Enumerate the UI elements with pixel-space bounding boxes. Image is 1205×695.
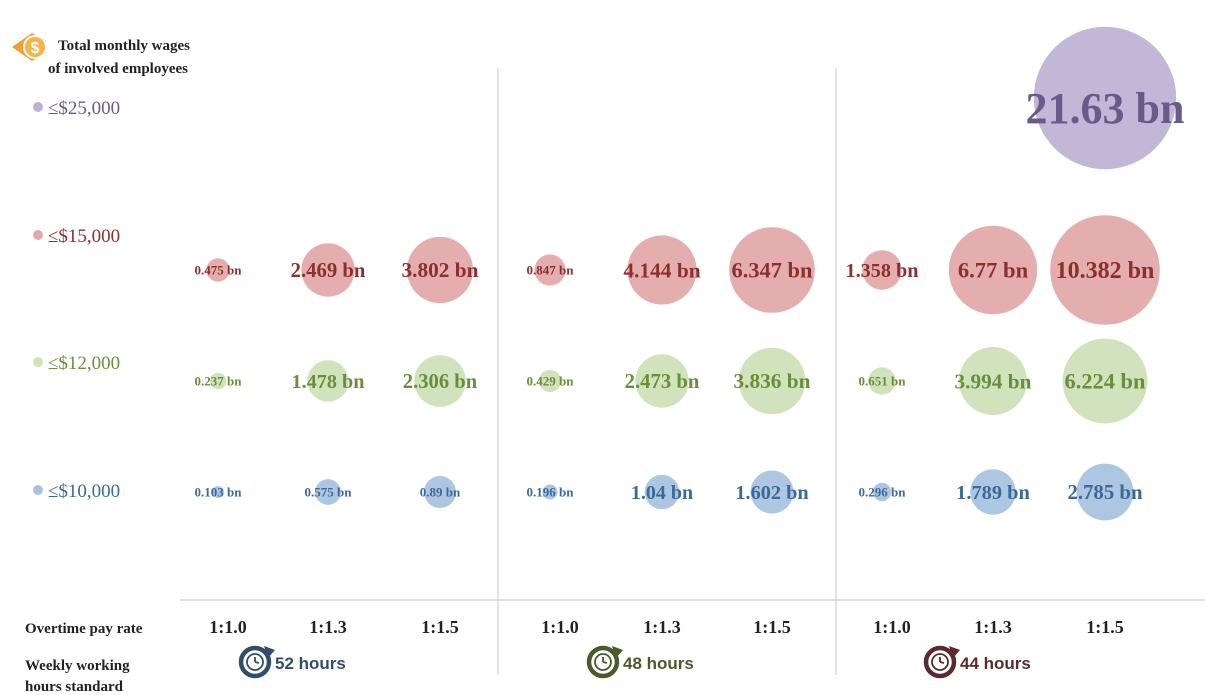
bubble-value-label: 0.103 bn <box>195 484 243 499</box>
grid-layer <box>180 68 1205 675</box>
legend-label: ≤$12,000 <box>48 353 120 374</box>
group-axis-label-line-1: Weekly working <box>25 658 130 674</box>
bubble <box>301 243 355 297</box>
bubble-value-label: 10.382 bn <box>1056 258 1155 284</box>
bubble <box>1062 338 1148 424</box>
bubble <box>729 227 815 313</box>
legend-marker <box>33 230 43 240</box>
bubble-value-label: 4.144 bn <box>623 258 700 282</box>
axis-layer: Overtime pay rate Weekly working hours s… <box>25 617 1124 695</box>
bubble-value-label: 1.358 bn <box>846 260 919 282</box>
x-axis-label: Overtime pay rate <box>25 621 143 637</box>
bubble <box>948 225 1038 315</box>
bubble-value-label: 1.602 bn <box>735 482 808 504</box>
svg-text:$: $ <box>31 40 40 57</box>
clock-refresh-icon <box>586 645 623 679</box>
working-hours-label: 52 hours <box>275 654 346 673</box>
overtime-rate-label: 1:1.5 <box>1086 617 1124 637</box>
bubble <box>1076 463 1134 521</box>
bubble <box>315 479 341 505</box>
bubble-value-label: 3.994 bn <box>955 369 1032 393</box>
bubble-value-label: 1.04 bn <box>631 482 693 504</box>
bubble <box>1050 215 1160 325</box>
bubble <box>644 474 680 510</box>
overtime-rate-label: 1:1.3 <box>309 617 347 637</box>
clock-refresh-icon <box>923 645 960 679</box>
bubble <box>862 250 902 290</box>
overtime-rate-label: 1:1.0 <box>873 617 911 637</box>
bubble <box>307 360 349 402</box>
overtime-rate-label: 1:1.0 <box>541 617 579 637</box>
bubble <box>538 369 562 393</box>
dollar-eye-icon: $ <box>12 33 47 61</box>
bubble-value-label: 0.651 bn <box>859 373 907 388</box>
clock-refresh-icon <box>238 645 275 679</box>
bubble <box>209 372 227 390</box>
bubble <box>959 347 1027 415</box>
legend-label: ≤$15,000 <box>48 226 120 247</box>
overtime-rate-label: 1:1.3 <box>643 617 681 637</box>
bubble-value-label: 0.196 bn <box>527 484 575 499</box>
bubble <box>627 235 697 305</box>
bubble-value-label: 2.473 bn <box>625 371 700 393</box>
bubble-value-label: 0.296 bn <box>859 484 907 499</box>
bubble <box>424 476 456 508</box>
bubble <box>868 367 896 395</box>
overtime-rate-label: 1:1.0 <box>209 617 247 637</box>
legend-layer: $ Total monthly wages of involved employ… <box>12 33 190 502</box>
bubble <box>635 354 689 408</box>
bubble-value-label: 6.77 bn <box>958 258 1029 283</box>
legend-marker <box>33 485 43 495</box>
bubble-value-label: 0.847 bn <box>527 262 575 277</box>
bubble <box>414 355 466 407</box>
bubble-value-label: 21.63 bn <box>1026 84 1185 133</box>
bubble-value-label: 0.429 bn <box>527 373 575 388</box>
bubble-value-label: 1.478 bn <box>292 371 365 393</box>
chart-title-line-2: of involved employees <box>48 61 188 77</box>
bubble-value-label: 2.306 bn <box>403 371 478 393</box>
bubble-value-label: 2.785 bn <box>1067 481 1143 504</box>
bubble <box>534 254 566 286</box>
bubble-value-label: 0.237 bn <box>195 373 243 388</box>
bubble <box>970 469 1016 515</box>
overtime-rate-label: 1:1.5 <box>753 617 791 637</box>
bubble <box>212 486 224 498</box>
overtime-rate-label: 1:1.3 <box>974 617 1012 637</box>
legend-marker <box>33 102 43 112</box>
bubble-value-label: 0.89 bn <box>420 484 461 499</box>
bubble-value-label: 0.575 bn <box>305 484 353 499</box>
legend-label: ≤$25,000 <box>48 98 120 119</box>
bubbles-layer <box>206 26 1177 521</box>
overtime-rate-label: 1:1.5 <box>421 617 459 637</box>
bubble <box>206 258 230 282</box>
bubble-value-label: 6.347 bn <box>732 258 813 283</box>
working-hours-label: 44 hours <box>960 654 1031 673</box>
bubble <box>406 236 474 304</box>
legend-marker <box>33 357 43 367</box>
bubble-value-label: 2.469 bn <box>291 260 366 282</box>
bubble-value-label: 6.224 bn <box>1065 369 1146 394</box>
working-hours-label: 48 hours <box>623 654 694 673</box>
group-axis-label-line-2: hours standard <box>25 679 124 695</box>
bubble-value-label: 3.836 bn <box>734 369 811 393</box>
bubble-value-label: 3.802 bn <box>402 258 479 282</box>
bubble <box>872 482 892 502</box>
legend-label: ≤$10,000 <box>48 481 120 502</box>
bubble <box>738 347 806 415</box>
bubble <box>1033 26 1177 170</box>
bubble-value-label: 1.789 bn <box>956 482 1030 504</box>
chart-title-line-1: Total monthly wages <box>58 38 190 54</box>
bubble <box>750 470 794 514</box>
bubble <box>542 484 558 500</box>
bubble-value-label: 0.475 bn <box>195 262 243 277</box>
labels-layer: 21.63 bn 0.475 bn 2.469 bn 3.802 bn 0.847 bn… <box>195 84 1185 504</box>
